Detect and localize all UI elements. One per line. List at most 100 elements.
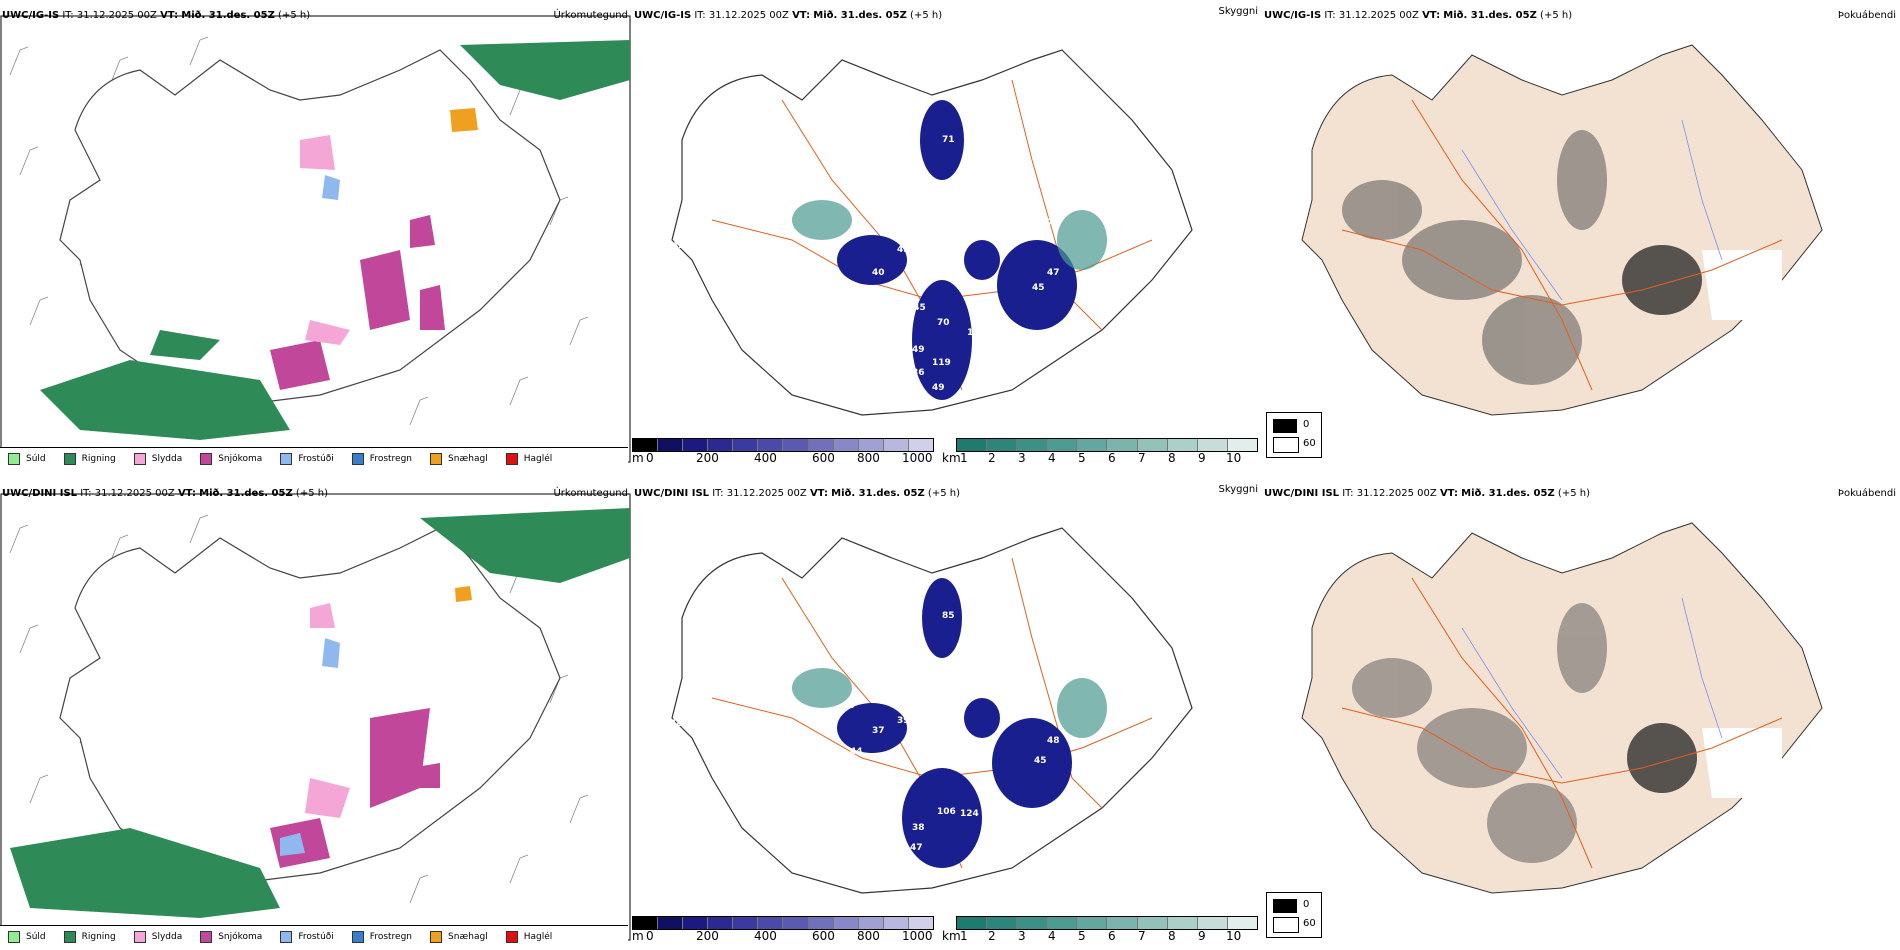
- km-tick: 3: [1018, 451, 1026, 465]
- km-tick: 4: [1048, 929, 1056, 943]
- vis-label: 138: [967, 328, 986, 338]
- row1-fog-map: [1301, 44, 1823, 416]
- fog-shading: [1352, 603, 1607, 863]
- row1-vis-title: UWC/IG-IS IT: 31.12.2025 00Z VT: Mið. 31…: [634, 10, 943, 21]
- vis-label: 72: [950, 669, 963, 679]
- vis-label: 48: [670, 719, 683, 729]
- row2-precip-panel: UWC/DINI ISL IT: 31.12.2025 00Z VT: Mið.…: [0, 478, 632, 948]
- vis-label: 56: [942, 251, 955, 261]
- height-unit: m: [632, 929, 644, 943]
- row1-fog-title: UWC/IG-IS IT: 31.12.2025 00Z VT: Mið. 31…: [1264, 10, 1573, 21]
- row2-fog-legend: 0 60: [1266, 892, 1322, 938]
- km-tick: 6: [1108, 451, 1116, 465]
- row1-precip-panel: UWC/IG-IS IT: 31.12.2025 00Z VT: Mið. 31…: [0, 0, 632, 470]
- vis-label: 79: [1047, 218, 1060, 228]
- height-tick: 600: [812, 929, 835, 943]
- vis-label: 49: [932, 383, 945, 393]
- precip-freezing-drizzle: [280, 638, 340, 856]
- vis-label: 85: [942, 611, 955, 621]
- vis-label: 145: [907, 303, 926, 313]
- row2-vis-map: 85 72 37 39 81 48 45 92 106 124 38 47 31…: [670, 527, 1193, 894]
- row2-precip-map: [0, 493, 631, 941]
- roads: [1341, 99, 1783, 391]
- legend-rigning: Rigning: [63, 931, 116, 943]
- iceland-outline: [671, 49, 1193, 416]
- height-tick: 400: [754, 451, 777, 465]
- vis-label: 124: [960, 809, 979, 819]
- height-tick: 400: [754, 929, 777, 943]
- iceland-land: [1301, 522, 1823, 894]
- km-tick: 7: [1138, 451, 1146, 465]
- km-tick: 8: [1168, 929, 1176, 943]
- iceland-land: [1301, 44, 1823, 416]
- iceland-outline: [671, 527, 1193, 894]
- vis-label: 71: [942, 135, 955, 145]
- vis-label: 37: [1062, 333, 1075, 343]
- vis-label: 61: [792, 298, 805, 308]
- iceland-outline: [59, 527, 561, 884]
- vis-label: 53: [812, 781, 825, 791]
- fog-dense: [1622, 245, 1702, 315]
- vis-label: 69: [782, 666, 795, 676]
- km-tick: 7: [1138, 929, 1146, 943]
- fog-clear: [1702, 250, 1782, 320]
- vis-low-areas: [837, 578, 1072, 868]
- row1-precip-type: Úrkomutegund: [553, 10, 628, 21]
- row1-fog-panel: UWC/IG-IS IT: 31.12.2025 00Z VT: Mið. 31…: [1262, 0, 1900, 470]
- row1-fog-type: Þokuábendi: [1837, 10, 1896, 21]
- height-tick: 1000: [902, 929, 933, 943]
- legend-frostudi: Frostúði: [280, 931, 334, 943]
- row2-precip-legend: Súld Rigning Slydda Snjókoma Frostúði Fr…: [0, 925, 628, 948]
- vis-label: 48: [1047, 736, 1060, 746]
- km-tick: 2: [988, 451, 996, 465]
- height-tick: 200: [696, 929, 719, 943]
- vis-label: 106: [937, 807, 956, 817]
- height-tick: 600: [812, 451, 835, 465]
- height-tick: 0: [646, 451, 654, 465]
- km-tick: 1: [960, 451, 968, 465]
- vis-label: 80: [792, 826, 805, 836]
- legend-slydda: Slydda: [133, 453, 182, 465]
- rivers: [1461, 597, 1723, 779]
- height-tick: 0: [646, 929, 654, 943]
- vis-label: 45: [897, 245, 910, 255]
- row2-precip-title: UWC/DINI ISL IT: 31.12.2025 00Z VT: Mið.…: [2, 488, 328, 499]
- vis-label: 36: [912, 388, 925, 398]
- legend-haglel: Haglél: [505, 453, 552, 465]
- legend-snaehagl: Snæhagl: [430, 931, 488, 943]
- vis-label: 70: [937, 318, 950, 328]
- km-tick: 3: [1018, 929, 1026, 943]
- vis-label: 73: [952, 188, 965, 198]
- legend-rigning: Rigning: [63, 453, 116, 465]
- legend-snaehagl: Snæhagl: [430, 453, 488, 465]
- height-tick: 800: [857, 929, 880, 943]
- vis-moderate-areas: [792, 668, 1107, 738]
- row2-fog-map: [1301, 522, 1823, 894]
- precip-sleet-areas: [300, 135, 350, 345]
- row1-vis-panel: 71 73 45 40 56 47 45 79 145 70 49 36 119…: [632, 0, 1262, 470]
- vis-label: 92: [1047, 676, 1060, 686]
- rivers: [1461, 119, 1723, 301]
- vis-label: 45: [1034, 756, 1047, 766]
- km-tick: 1: [960, 929, 968, 943]
- km-tick: 5: [1078, 929, 1086, 943]
- vis-label: 34: [1062, 816, 1075, 826]
- row2-fog-panel: UWC/DINI ISL IT: 31.12.2025 00Z VT: Mið.…: [1262, 478, 1900, 948]
- row1-precip-legend: Súld Rigning Slydda Snjókoma Frostúði Fr…: [0, 447, 628, 470]
- vis-label: 38: [912, 823, 925, 833]
- legend-frostregn: Frostregn: [351, 453, 412, 465]
- row2-fog-type: Þokuábendi: [1837, 488, 1896, 499]
- km-tick: 6: [1108, 929, 1116, 943]
- height-tick: 1000: [902, 451, 933, 465]
- km-tick: 9: [1198, 929, 1206, 943]
- vis-label: 47: [1047, 268, 1060, 278]
- height-tick: 200: [696, 451, 719, 465]
- roads: [1341, 577, 1783, 869]
- fog-dense: [1627, 723, 1697, 793]
- legend-snjokoma: Snjókoma: [200, 453, 262, 465]
- row1-vis-map: 71 73 45 40 56 47 45 79 145 70 49 36 119…: [671, 49, 1193, 416]
- vis-label: 44: [850, 747, 863, 757]
- legend-sudl: Súld: [8, 931, 46, 943]
- km-tick: 9: [1198, 451, 1206, 465]
- vis-label: 37: [872, 726, 885, 736]
